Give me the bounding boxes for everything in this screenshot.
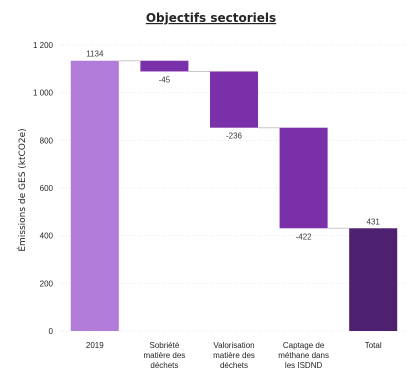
bar [209,71,259,128]
bar [140,60,189,72]
chart-title: Objectifs sectoriels [146,11,276,25]
bar [70,60,119,331]
bars [70,60,398,331]
x-axis-categories: 2019 Sobriété matière des déchetsValorisati… [86,341,382,369]
category-label-line: les ISDND [285,361,323,369]
y-tick-label: 600 [40,184,54,193]
category-label-line: Captage de [283,341,325,350]
data-label: -45 [159,75,171,84]
y-axis-ticks: 0 200 400 600 800 1 000 1 200 [33,41,54,336]
data-label: -236 [226,132,243,141]
category-label-line: matière des [213,351,255,360]
category-label: Valorisation matière des déchets [213,341,255,369]
category-label: 2019 [86,341,104,350]
bar [349,228,398,331]
category-label-line: déchets [150,361,178,369]
bar [279,127,328,229]
category-label: Sobriété matière des déchets [144,341,186,369]
y-tick-label: 1 200 [33,41,54,50]
data-label: -422 [296,232,313,241]
y-tick-label: 400 [40,232,54,241]
y-tick-label: 200 [40,279,54,288]
y-tick-label: 800 [40,136,54,145]
category-label-line: Total [365,341,382,350]
category-label: Total [365,341,382,350]
data-labels: 1134 -45 -236 -422 431 [86,50,380,242]
category-label-line: Valorisation [213,341,254,350]
y-tick-label: 0 [49,327,54,336]
category-label: Captage de méthane dans les ISDND [278,341,329,369]
category-label-line: 2019 [86,341,104,350]
category-label-line: méthane dans [278,351,329,360]
data-label: 431 [367,217,381,226]
y-axis-label: Émissions de GES (ktCO2e) [16,128,28,251]
category-label-line: déchets [220,361,248,369]
connectors [118,60,350,229]
category-label-line: matière des [144,351,186,360]
data-label: 1134 [86,50,104,59]
category-label-line: Sobriété [150,341,180,350]
y-tick-label: 1 000 [33,89,54,98]
